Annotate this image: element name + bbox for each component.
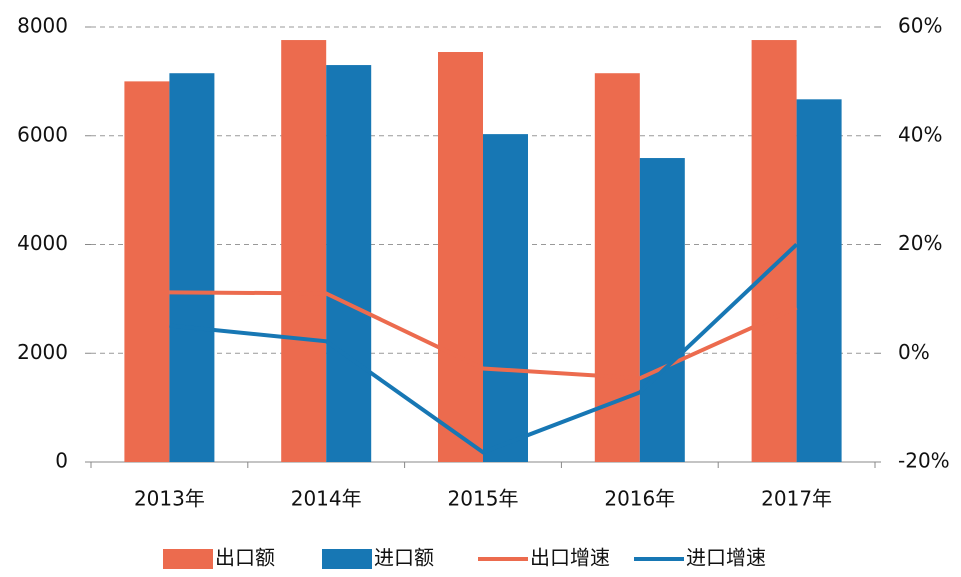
line [169,290,798,381]
legend-swatch [322,549,372,569]
y2-tick-label: 60% [898,14,942,38]
bar [124,81,170,462]
x-tick-label: 2013年 [134,487,205,511]
bar [796,99,842,462]
legend-label: 进口增速 [686,546,766,570]
bar [326,65,372,462]
y2-tick-label: 40% [898,122,942,146]
y-tick-label: 6000 [17,122,68,146]
y-tick-label: 0 [55,449,68,473]
y2-tick-label: -20% [898,449,950,473]
y2-tick-label: 0% [898,340,930,364]
x-tick-label: 2017年 [761,487,832,511]
legend-label: 进口额 [374,546,434,570]
y2-tick-label: 20% [898,231,942,255]
legend-label: 出口额 [215,546,275,570]
y-tick-label: 2000 [17,340,68,364]
bar [594,73,640,462]
bar [281,40,327,463]
y-tick-label: 4000 [17,231,68,255]
legend-swatch [163,549,213,569]
bar [438,52,483,462]
bar [169,73,215,462]
x-tick-label: 2015年 [448,487,519,511]
x-tick-label: 2016年 [604,487,675,511]
legend-label: 出口增速 [530,546,610,570]
x-tick-label: 2014年 [291,487,362,511]
bar [639,158,685,462]
line [169,243,798,455]
bar [483,134,528,462]
y-tick-label: 8000 [17,14,68,38]
